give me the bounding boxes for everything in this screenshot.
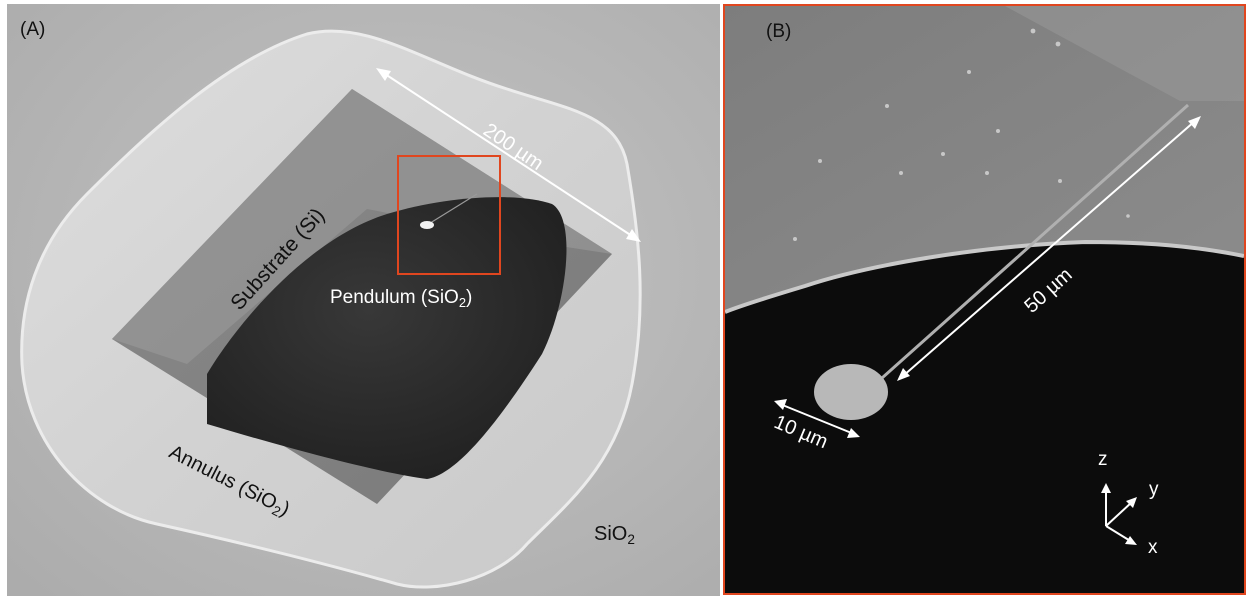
axes-triad [1101,483,1137,545]
axis-z-label: z [1098,449,1108,470]
sio2-label-subscript: 2 [627,532,635,548]
surface-particles [793,28,1130,241]
axis-y-label: y [1149,479,1159,500]
pendulum-disc-zoom [814,364,888,420]
scale-arrow-50um [897,116,1201,381]
axis-x-label: x [1148,537,1158,558]
scale-arrow-10um [774,399,860,438]
zoom-box [397,155,501,275]
pendulum-arm-zoom [881,103,1189,380]
panel-b-label: (B) [766,21,792,42]
overview-micrograph [7,4,720,596]
sem-image-overview: (A) 200 µm Substrate (Si) Pendulum (SiO2… [7,4,720,596]
sem-image-zoom: (B) 50 µm 10 µm z y x [723,4,1246,595]
pendulum-label: Pendulum (SiO2) [330,287,473,310]
pendulum-arm [426,193,478,226]
pendulum-cavity [207,197,567,480]
scale-arrow-200um [376,68,641,242]
pendulum-label-close: ) [466,287,473,308]
pendulum-disc [420,221,434,229]
sio2-label-text: SiO [594,523,628,545]
sio2-label: SiO2 [594,523,635,548]
cavity-rim [725,239,1244,314]
zoom-micrograph [725,6,1244,593]
substrate-surface [725,6,1244,312]
pendulum-label-subscript: 2 [458,294,467,310]
pit-upper-wall [112,89,612,364]
panel-a-label: (A) [20,19,46,40]
upper-plateau [1005,6,1244,101]
pendulum-label-text: Pendulum (SiO [330,287,459,308]
